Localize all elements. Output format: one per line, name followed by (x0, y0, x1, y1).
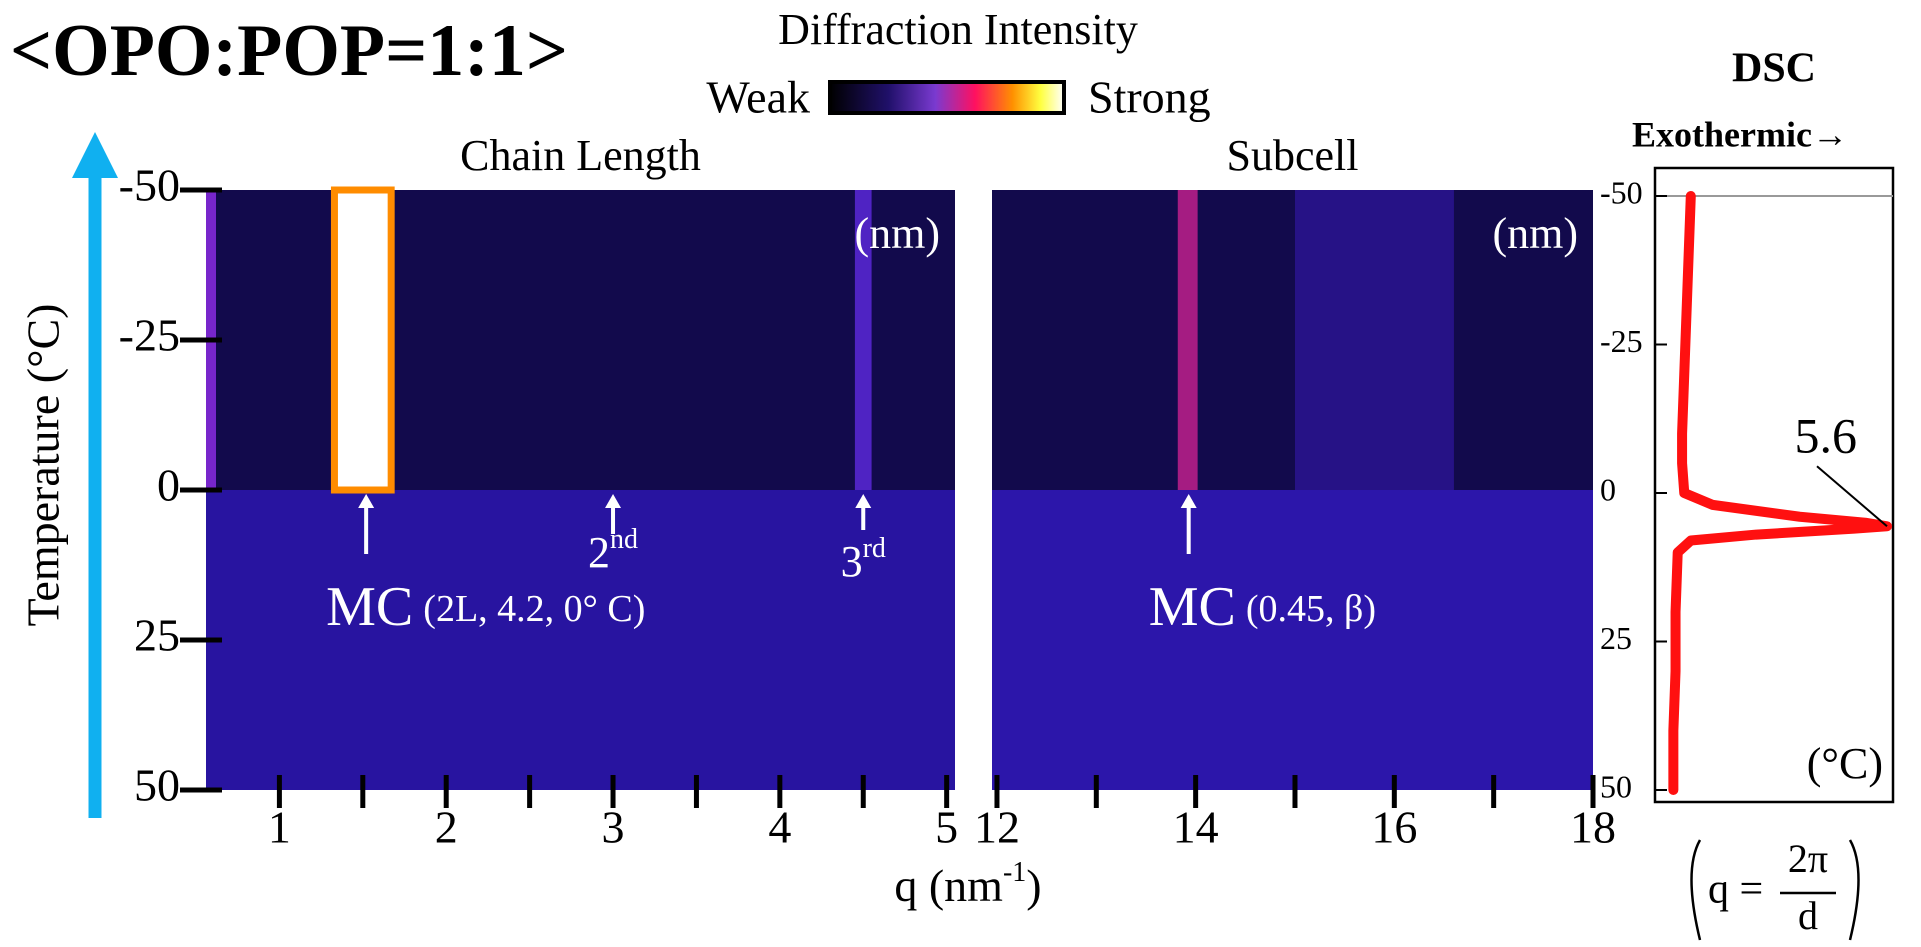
annotation-text: 2 (588, 528, 610, 577)
dsc-subtitle: Exothermic→ (1632, 114, 1848, 154)
y-tick-label: 0 (157, 460, 180, 511)
peak-label: 5.6 (1795, 408, 1858, 464)
annotation-text: MC (326, 576, 413, 638)
x-tick-label: 16 (1371, 802, 1417, 853)
dsc-title: DSC (1732, 46, 1816, 92)
x-tick-label: 5 (935, 802, 958, 853)
annotation-detail: (0.45, β) (1246, 588, 1376, 630)
colorbar-title: Diffraction Intensity (778, 5, 1138, 54)
annotation-arrow-head (605, 494, 622, 508)
y-tick-label: -25 (119, 310, 180, 361)
y-tick-label: 0 (1600, 471, 1616, 507)
annotation-arrow-head (1180, 494, 1197, 508)
heatmap-region (206, 190, 955, 490)
x-label-text: q (nm (894, 860, 1003, 911)
dsc-curve (1668, 191, 1892, 795)
heatmap-region (992, 190, 1593, 490)
annotation-detail: (2L, 4.2, 0° C) (423, 588, 645, 630)
unit-label: (nm) (1492, 209, 1578, 258)
y-tick-label: -25 (1600, 323, 1643, 359)
dsc-unit: (°C) (1807, 739, 1883, 788)
peak-leader (1816, 465, 1888, 528)
chart-title: Chain Length (460, 131, 701, 180)
intensity-band (1294, 190, 1454, 490)
colorbar-low: Weak (706, 72, 810, 123)
formula-brackets (1690, 839, 1860, 941)
formula-left: q = (1708, 867, 1763, 913)
formula-denominator: d (1798, 893, 1818, 938)
heatmap-region (206, 490, 955, 790)
annotation-arrow-head (855, 494, 872, 508)
x-tick-label: 14 (1173, 802, 1219, 853)
y-tick-label: 25 (134, 610, 180, 661)
annotation-label: MC (0.45, β) (1149, 576, 1376, 638)
annotation-label: MC (2L, 4.2, 0° C) (326, 576, 645, 638)
x-tick-label: 18 (1570, 802, 1616, 853)
x-tick-label: 12 (974, 802, 1020, 853)
formula-numerator: 2π (1788, 836, 1828, 881)
annotation-sup: nd (610, 524, 638, 555)
annotation-text: MC (1149, 576, 1236, 638)
x-tick-label: 3 (602, 802, 625, 853)
annotation-label: 2nd (588, 524, 638, 577)
x-tick-label: 2 (435, 802, 458, 853)
annotation-arrow-head (358, 494, 375, 508)
temperature-arrow-head (72, 132, 118, 178)
annotation-text: 3 (841, 537, 863, 586)
annotation-label: 3rd (841, 533, 886, 586)
x-label-sup: -1 (1003, 857, 1026, 888)
chart-title: Subcell (1227, 131, 1359, 180)
figure-title: <OPO:POP=1:1> (10, 10, 568, 92)
y-axis-label: Temperature (°C) (18, 304, 69, 627)
y-tick-label: 25 (1600, 620, 1632, 656)
y-tick-label: -50 (119, 160, 180, 211)
annotation-sup: rd (863, 533, 886, 564)
x-label-end: ) (1026, 860, 1041, 911)
intensity-band (1177, 190, 1198, 490)
colorbar (828, 80, 1066, 115)
y-tick-label: 50 (134, 760, 180, 811)
x-axis-label: q (nm-1) (894, 857, 1041, 911)
y-tick-label: 50 (1600, 768, 1632, 804)
x-tick-label: 4 (768, 802, 791, 853)
unit-label: (nm) (854, 209, 940, 258)
dsc-frame (1653, 166, 1895, 804)
y-tick-label: -50 (1600, 174, 1643, 210)
heatmap-region (992, 490, 1593, 790)
colorbar-high: Strong (1088, 72, 1211, 123)
intensity-band (854, 190, 872, 490)
x-tick-label: 1 (268, 802, 291, 853)
intensity-band (330, 186, 395, 494)
